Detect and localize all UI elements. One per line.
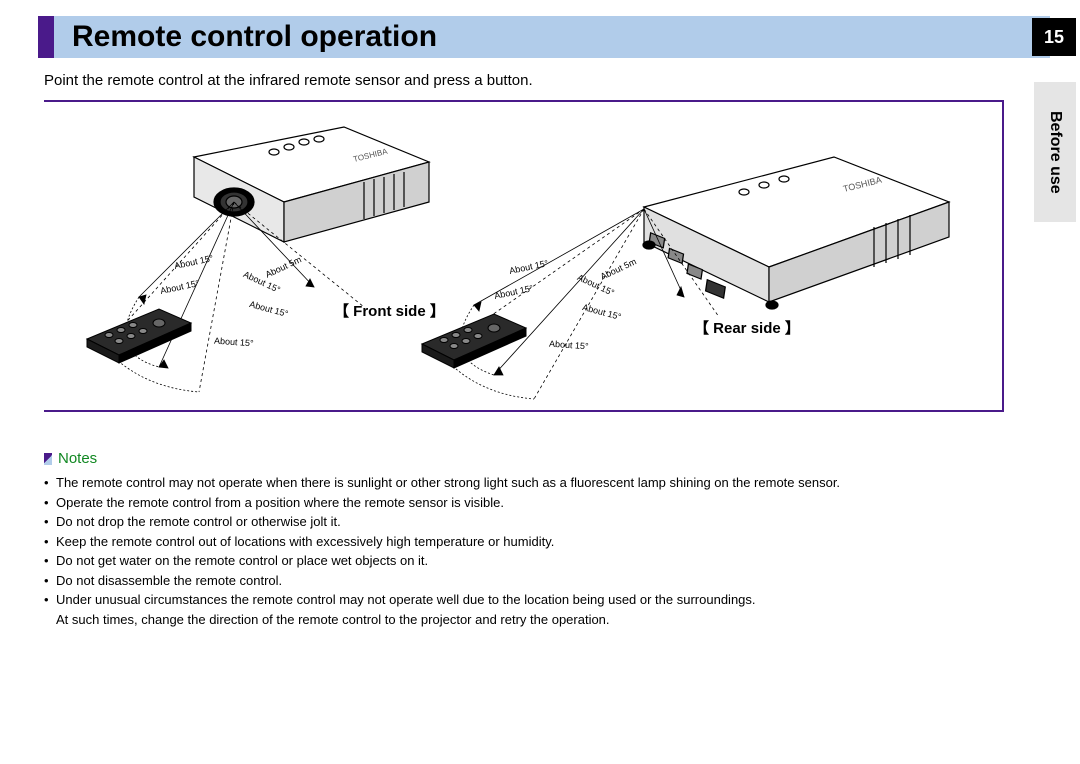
notes-item: Keep the remote control out of locations… xyxy=(44,532,1014,552)
section-tab-label: Before use xyxy=(1046,111,1064,194)
notes-item: Under unusual circumstances the remote c… xyxy=(44,590,1014,610)
section-tab: Before use xyxy=(1034,82,1076,222)
notes-item: Do not drop the remote control or otherw… xyxy=(44,512,1014,532)
notes-item: The remote control may not operate when … xyxy=(44,473,1014,493)
title-bar: Remote control operation xyxy=(54,16,1050,58)
page-number: 15 xyxy=(1032,18,1076,56)
notes-item-continuation: At such times, change the direction of t… xyxy=(44,610,1014,630)
rear-side-label: 【 Rear side 】 xyxy=(694,317,800,338)
front-side-label: 【 Front side 】 xyxy=(334,300,445,321)
notes-section: Notes The remote control may not operate… xyxy=(44,450,1014,629)
notes-item: Do not get water on the remote control o… xyxy=(44,551,1014,571)
page-title: Remote control operation xyxy=(72,20,437,54)
notes-item: Operate the remote control from a positi… xyxy=(44,493,1014,513)
remote-front-icon xyxy=(79,297,199,372)
notes-item: Do not disassemble the remote control. xyxy=(44,571,1014,591)
diagram-area: TOSHIBA xyxy=(44,100,1004,412)
notes-icon xyxy=(44,453,52,465)
intro-text: Point the remote control at the infrared… xyxy=(44,72,533,89)
notes-heading-text: Notes xyxy=(58,450,97,467)
notes-list: The remote control may not operate when … xyxy=(44,473,1014,629)
page-number-text: 15 xyxy=(1044,27,1064,48)
title-accent xyxy=(38,16,54,58)
notes-heading: Notes xyxy=(44,450,1014,467)
